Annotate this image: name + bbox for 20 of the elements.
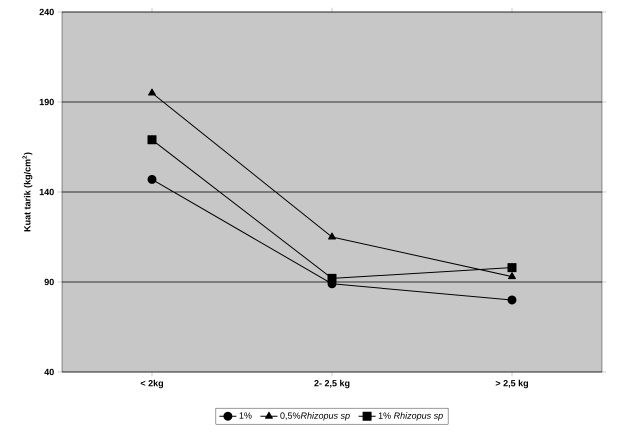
- point: [328, 274, 336, 283]
- y-tick-label: 240: [40, 8, 54, 16]
- point: [507, 295, 516, 304]
- y-tick-label: 90: [44, 278, 54, 286]
- point: [508, 272, 516, 280]
- legend-label: 1% Rhizopus sp: [378, 412, 443, 421]
- point: [148, 135, 157, 144]
- legend-label: 1%: [240, 412, 252, 419]
- x-tick-label: > 2,5 kg: [496, 380, 528, 388]
- y-tick-label: 140: [40, 188, 54, 196]
- y-tick-label: 190: [40, 98, 54, 106]
- x-tick-label: < 2kg: [140, 380, 164, 388]
- point: [507, 263, 516, 272]
- y-axis-title: Kuat tarik (kg/cm$^{2}$): [22, 152, 32, 232]
- x-tick-label: 2- 2,5 kg: [314, 380, 350, 388]
- point: [148, 174, 157, 184]
- point: [148, 88, 156, 96]
- y-tick-label: 40: [44, 368, 54, 376]
- legend-label: 0,5%Rhizopus sp: [280, 412, 350, 421]
- point: [328, 232, 336, 240]
